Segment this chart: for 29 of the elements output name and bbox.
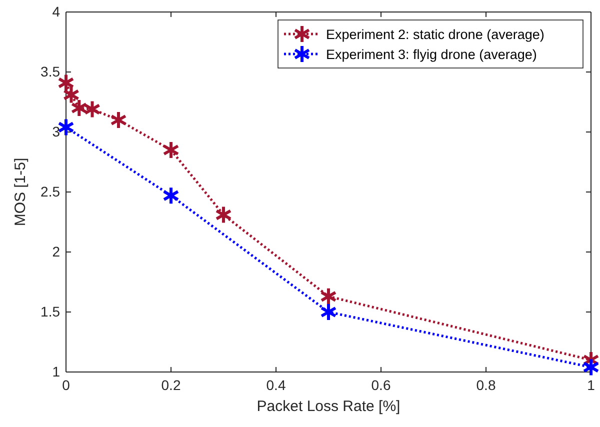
point bbox=[84, 100, 101, 119]
point bbox=[62, 85, 80, 104]
y-tick-label: 3.5 bbox=[40, 63, 60, 80]
point bbox=[320, 286, 337, 306]
legend-label: Experiment 3: flyig drone (average) bbox=[326, 47, 537, 62]
point bbox=[58, 118, 74, 137]
x-tick-label: 1 bbox=[587, 376, 596, 393]
x-tick-label: 0.2 bbox=[161, 376, 181, 393]
point bbox=[320, 302, 337, 322]
x-tick-label: 0 bbox=[62, 376, 70, 393]
point bbox=[162, 140, 180, 160]
y-tick-label: 1 bbox=[52, 363, 60, 380]
y-tick-label: 4 bbox=[52, 3, 60, 20]
y-tick-label: 2 bbox=[52, 243, 60, 260]
x-tick-label: 0.6 bbox=[371, 376, 391, 393]
point bbox=[58, 73, 74, 92]
point bbox=[70, 98, 88, 118]
y-tick-label: 2.5 bbox=[40, 183, 60, 200]
point bbox=[162, 186, 180, 206]
y-axis-title: MOS [1-5] bbox=[12, 158, 29, 226]
y-tick-label: 1.5 bbox=[40, 303, 60, 320]
x-tick-label: 0.4 bbox=[266, 376, 286, 393]
legend-label: Experiment 2: static drone (average) bbox=[326, 27, 544, 42]
y-tick-label: 3 bbox=[52, 123, 60, 140]
point bbox=[215, 205, 232, 224]
x-tick-label: 0.8 bbox=[476, 376, 496, 393]
x-axis-title: Packet Loss Rate [%] bbox=[256, 398, 400, 415]
point bbox=[582, 358, 600, 377]
point bbox=[110, 110, 127, 130]
